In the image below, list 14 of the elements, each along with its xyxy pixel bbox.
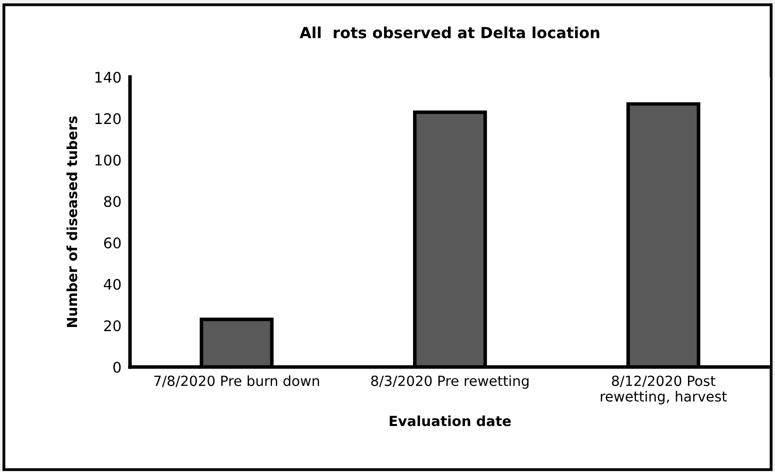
y-tick-label: 0	[113, 362, 121, 373]
x-tick-label: 8/12/2020 Post rewetting, harvest	[600, 376, 727, 404]
x-axis-title: Evaluation date	[390, 415, 511, 426]
y-tick-label: 20	[104, 320, 121, 332]
y-tick-label: 100	[95, 154, 121, 166]
y-tick-label: 120	[95, 113, 121, 124]
y-tick-label: 40	[104, 278, 121, 290]
x-tick-label: 8/3/2020 Pre rewetting	[371, 375, 528, 389]
x-tick-label: 7/8/2020 Pre burn down	[154, 375, 320, 388]
y-tick-label: 80	[104, 196, 121, 208]
y-tick-label: 60	[104, 237, 121, 248]
y-tick-label: 140	[95, 72, 121, 83]
chart-title: All rots observed at Delta location	[300, 26, 600, 38]
y-axis-title: Number of diseased tubers	[66, 116, 78, 328]
